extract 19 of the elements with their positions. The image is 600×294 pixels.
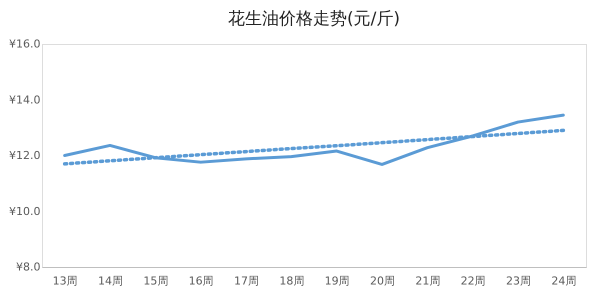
y-tick-label: ¥14.0 [9,93,40,106]
y-tick-label: ¥8.0 [16,260,40,274]
x-tick-label: 20周 [370,274,395,288]
x-tick-label: 19周 [324,274,350,288]
x-tick-label: 24周 [551,274,576,288]
y-tick-label: ¥16.0 [9,38,40,50]
x-tick-label: 22周 [460,274,486,288]
x-tick-label: 18周 [279,274,304,288]
x-tick-label: 17周 [234,274,259,288]
x-tick-label: 21周 [415,274,440,288]
x-tick-label: 16周 [188,274,214,288]
x-tick-label: 13周 [52,274,78,288]
y-tick-label: ¥10.0 [9,204,40,218]
chart-title: 花生油价格走势(元/斤) [228,9,400,29]
x-tick-label: 14周 [98,274,123,288]
line-series [63,114,565,166]
y-tick-label: ¥12.0 [9,149,40,162]
x-tick-label: 15周 [143,274,168,288]
x-tick-label: 23周 [506,274,531,288]
